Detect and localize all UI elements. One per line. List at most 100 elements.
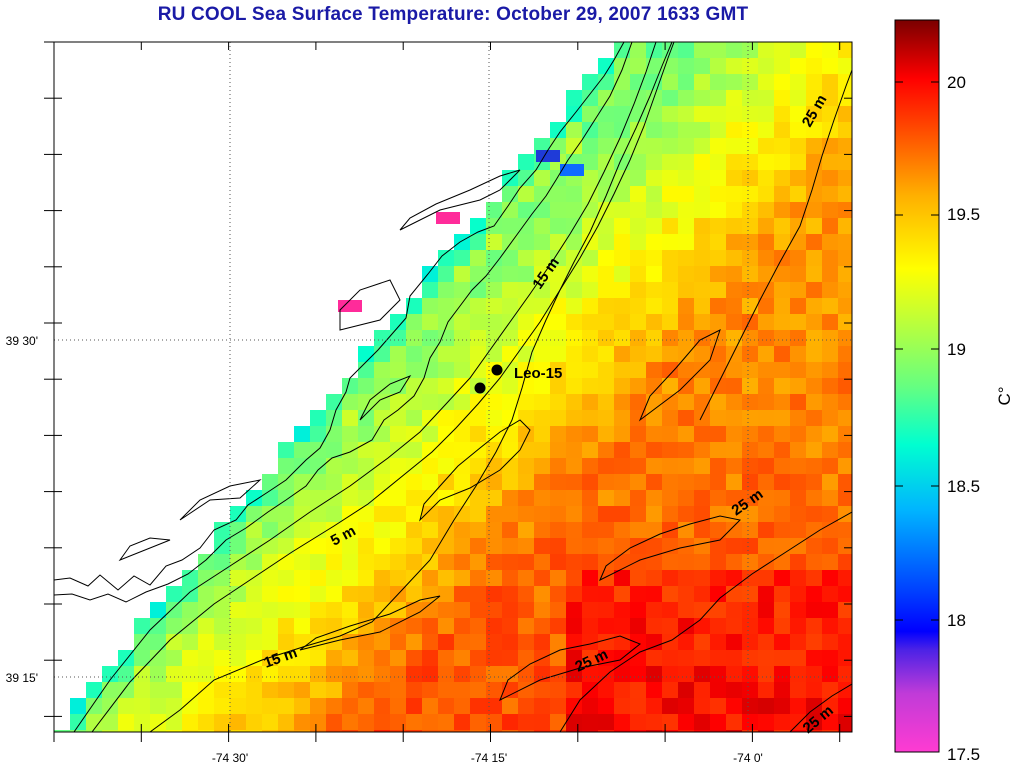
sst-cell [342, 634, 358, 650]
sst-cell [150, 618, 166, 634]
sst-cell [438, 682, 454, 698]
sst-cell [662, 122, 678, 138]
contours-layer [54, 42, 852, 732]
sst-cell [310, 650, 326, 666]
sst-cell [758, 202, 774, 218]
sst-cell [662, 570, 678, 586]
sst-cell [486, 618, 502, 634]
sst-cell [358, 554, 374, 570]
station-marker-1[interactable] [491, 364, 503, 376]
sst-cell [662, 442, 678, 458]
sst-cell [806, 218, 822, 234]
sst-cell [710, 106, 726, 122]
sst-cell [710, 154, 726, 170]
sst-cell [630, 154, 646, 170]
sst-cell [662, 186, 678, 202]
sst-cell [550, 122, 566, 138]
sst-cell [710, 218, 726, 234]
sst-cell [390, 346, 406, 362]
sst-cell [838, 410, 852, 426]
sst-cell [630, 266, 646, 282]
sst-cell [646, 362, 662, 378]
station-marker-2[interactable] [474, 382, 486, 394]
sst-cell [582, 170, 598, 186]
sst-cell [470, 362, 486, 378]
sst-cell [486, 442, 502, 458]
sst-cell [182, 570, 198, 586]
sst-cell [678, 682, 694, 698]
sst-cell [614, 218, 630, 234]
sst-cell [326, 554, 342, 570]
sst-cell [726, 698, 742, 714]
sst-cell [742, 506, 758, 522]
sst-cell [646, 42, 662, 58]
sst-cell [790, 90, 806, 106]
sst-cell [806, 106, 822, 122]
sst-cell [598, 138, 614, 154]
sst-cell [598, 442, 614, 458]
sst-cell [582, 394, 598, 410]
sst-cell [822, 474, 838, 490]
sst-cell [278, 602, 294, 618]
sst-cell [502, 538, 518, 554]
sst-cell [678, 474, 694, 490]
sst-cell [662, 58, 678, 74]
sst-cell [518, 234, 534, 250]
sst-cell [198, 650, 214, 666]
sst-cell [326, 714, 342, 730]
sst-cell [614, 282, 630, 298]
sst-cell [614, 378, 630, 394]
sst-cell [374, 682, 390, 698]
sst-cell [54, 730, 70, 732]
sst-cell [358, 570, 374, 586]
sst-cell [758, 586, 774, 602]
sst-cell [198, 554, 214, 570]
contour-25m-b [699, 69, 852, 421]
sst-cell [422, 698, 438, 714]
sst-cell [566, 554, 582, 570]
sst-cell [278, 474, 294, 490]
sst-cell [614, 410, 630, 426]
sst-cell [838, 586, 852, 602]
sst-cell [710, 314, 726, 330]
sst-cell [566, 618, 582, 634]
sst-cell [774, 314, 790, 330]
sst-cell [758, 474, 774, 490]
sst-cell [614, 506, 630, 522]
sst-cell [518, 218, 534, 234]
sst-cell [774, 378, 790, 394]
sst-cell [422, 730, 438, 732]
sst-cell [534, 394, 550, 410]
sst-cell [710, 58, 726, 74]
sst-cell [342, 458, 358, 474]
sst-cell [806, 474, 822, 490]
sst-cell [630, 586, 646, 602]
sst-cell [726, 586, 742, 602]
sst-cell [630, 362, 646, 378]
sst-cell [374, 410, 390, 426]
sst-cell [166, 634, 182, 650]
sst-cell [230, 570, 246, 586]
sst-cell [582, 234, 598, 250]
sst-cell [838, 362, 852, 378]
sst-cell [422, 378, 438, 394]
sst-cell [566, 490, 582, 506]
sst-cell [230, 554, 246, 570]
sst-cell [422, 362, 438, 378]
sst-cell [534, 602, 550, 618]
sst-cell [534, 250, 550, 266]
sst-cell [358, 730, 374, 732]
sst-cell [678, 186, 694, 202]
sst-cell [838, 106, 852, 122]
sst-cell [726, 90, 742, 106]
sst-cell [662, 682, 678, 698]
sst-cell [710, 506, 726, 522]
sst-cell [342, 682, 358, 698]
sst-cell [454, 458, 470, 474]
sst-cell [278, 730, 294, 732]
sst-cell [758, 650, 774, 666]
sst-cell [294, 682, 310, 698]
sst-cell [454, 522, 470, 538]
sst-cell [422, 618, 438, 634]
sst-cell [790, 618, 806, 634]
